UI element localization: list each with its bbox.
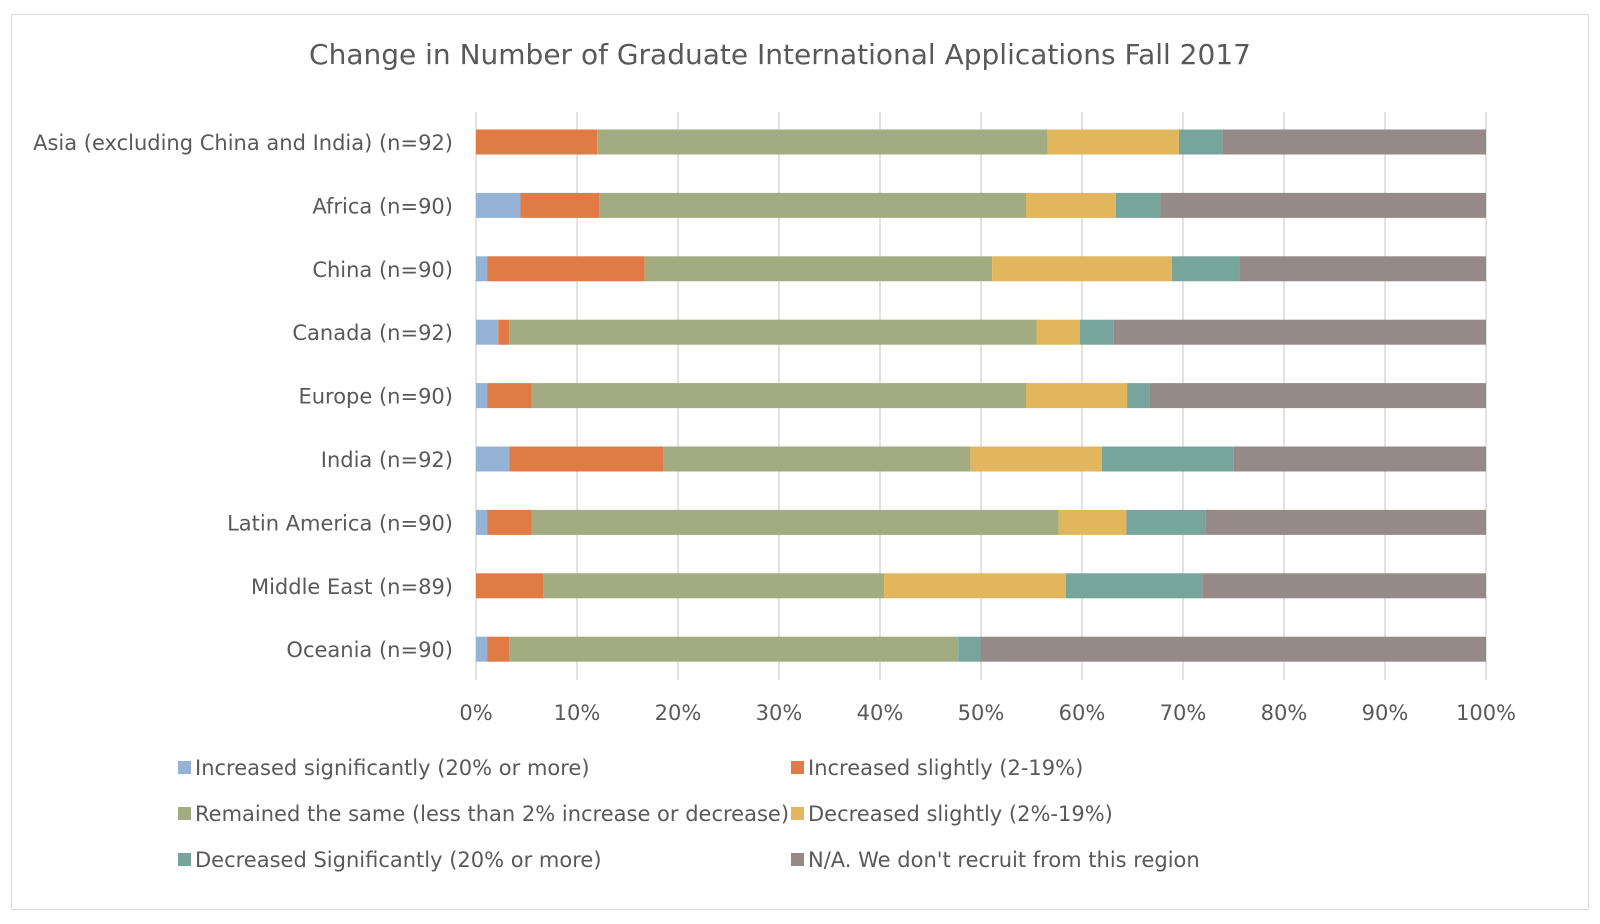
category-label: China (n=90) (312, 258, 453, 282)
legend-label: Increased slightly (2-19%) (808, 756, 1083, 780)
bar-segment (1149, 383, 1486, 409)
bar-segment (1065, 573, 1203, 599)
legend-swatch (791, 761, 804, 774)
x-tick-label: 10% (554, 701, 601, 725)
bar-segment (1160, 192, 1486, 218)
x-axis-tick-labels: 0% 10% 20% 30% 40% 50% 60% 70% 80% 90% 100% (459, 701, 1516, 725)
x-tick-label: 0% (459, 701, 492, 725)
x-tick-label: 50% (958, 701, 1005, 725)
category-label: Latin America (n=90) (227, 511, 453, 535)
bar-segment (1127, 383, 1150, 409)
bar-segment (884, 573, 1066, 599)
bar-segment (663, 446, 971, 472)
bar-segment (958, 636, 981, 662)
legend-label: Decreased slightly (2%-19%) (808, 802, 1113, 826)
legend-label: Remained the same (less than 2% increase… (195, 802, 789, 826)
bar-segment (1202, 573, 1486, 599)
chart-title: Change in Number of Graduate Internation… (309, 38, 1251, 71)
x-tick-label: 80% (1261, 701, 1308, 725)
bar-segment (1025, 383, 1128, 409)
bar-segment (1115, 192, 1161, 218)
bar-segment (531, 383, 1026, 409)
bar-segment (1233, 446, 1486, 472)
bar-segment (1113, 319, 1486, 345)
x-tick-label: 60% (1059, 701, 1106, 725)
legend-label: Decreased Significantly (20% or more) (195, 848, 602, 872)
legend-swatch (178, 761, 191, 774)
category-labels: Asia (excluding China and India) (n=92) A… (33, 131, 453, 662)
bar-segment (970, 446, 1102, 472)
x-tick-label: 100% (1456, 701, 1516, 725)
bar-segment (1101, 446, 1234, 472)
bar-segment (476, 256, 488, 282)
category-label: Asia (excluding China and India) (n=92) (33, 131, 453, 155)
bar-segment (487, 383, 532, 409)
bar-segment (476, 192, 521, 218)
bar-segment (531, 509, 1059, 535)
bar-segment (644, 256, 993, 282)
legend-swatch (791, 807, 804, 820)
bar-segment (1058, 509, 1127, 535)
bar-segment (476, 319, 499, 345)
category-label: Middle East (n=89) (251, 575, 453, 599)
bar-segment (476, 383, 488, 409)
bars (476, 129, 1486, 662)
bar-segment (476, 573, 544, 599)
category-label: Oceania (n=90) (286, 638, 453, 662)
bar-segment (476, 129, 598, 155)
bar-segment (543, 573, 885, 599)
bar-segment (1205, 509, 1486, 535)
bar-segment (476, 446, 510, 472)
bar-segment (520, 192, 600, 218)
bar-segment (476, 509, 488, 535)
legend-label: Increased significantly (20% or more) (195, 756, 590, 780)
bar-segment (599, 192, 1026, 218)
bar-segment (992, 256, 1172, 282)
category-label: Canada (n=92) (292, 321, 453, 345)
bar-segment (1178, 129, 1223, 155)
bar-segment (487, 509, 532, 535)
bar-segment (1079, 319, 1114, 345)
bar-segment (1025, 192, 1116, 218)
bar-segment (980, 636, 1486, 662)
x-tick-label: 30% (756, 701, 803, 725)
bar-segment (1171, 256, 1240, 282)
bar-segment (498, 319, 510, 345)
bar-segment (1239, 256, 1486, 282)
legend-swatch (178, 807, 191, 820)
bar-segment (509, 636, 959, 662)
bar-segment (487, 256, 645, 282)
legend-swatch (178, 853, 191, 866)
category-label: India (n=92) (321, 448, 453, 472)
legend-swatch (791, 853, 804, 866)
x-tick-label: 90% (1362, 701, 1409, 725)
x-tick-label: 20% (655, 701, 702, 725)
category-label: Africa (n=90) (312, 194, 453, 218)
x-tick-label: 70% (1160, 701, 1207, 725)
x-tick-label: 40% (857, 701, 904, 725)
bar-segment (1222, 129, 1486, 155)
bar-segment (509, 319, 1037, 345)
bar-segment (476, 636, 488, 662)
bar-segment (509, 446, 664, 472)
legend: Increased significantly (20% or more) Inc… (178, 756, 1200, 872)
bar-segment (597, 129, 1048, 155)
bar-segment (1036, 319, 1080, 345)
legend-label: N/A. We don't recruit from this region (808, 848, 1200, 872)
bar-segment (487, 636, 510, 662)
category-label: Europe (n=90) (298, 385, 453, 409)
bar-segment (1047, 129, 1179, 155)
bar-segment (1126, 509, 1206, 535)
